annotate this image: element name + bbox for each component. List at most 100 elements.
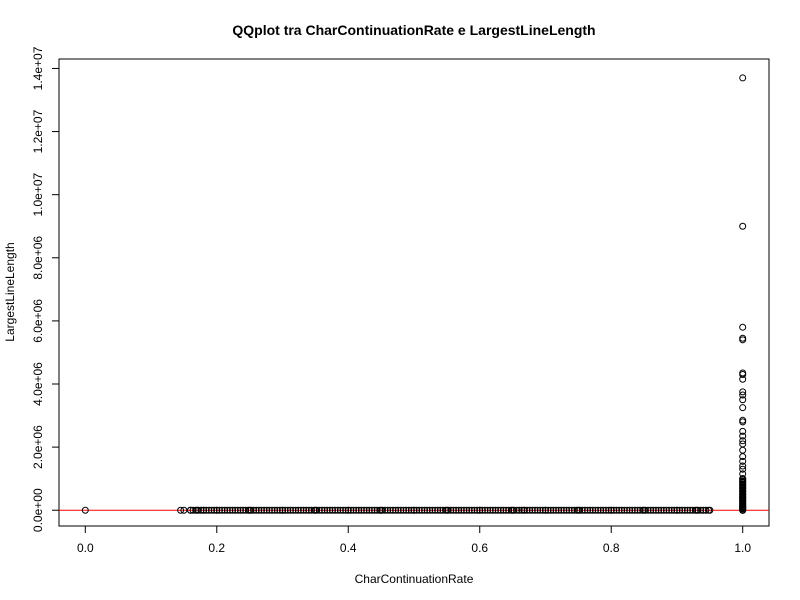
data-point xyxy=(531,506,539,514)
y-tick-label: 2.0e+06 xyxy=(31,425,45,469)
data-point xyxy=(686,506,694,514)
data-point xyxy=(292,506,300,514)
data-point xyxy=(607,506,615,514)
data-point xyxy=(344,506,352,514)
data-point xyxy=(381,506,389,514)
data-point xyxy=(739,446,747,454)
data-point xyxy=(505,506,513,514)
data-point xyxy=(239,506,247,514)
data-point xyxy=(376,506,384,514)
data-point xyxy=(244,506,252,514)
data-point xyxy=(515,506,523,514)
data-point xyxy=(618,506,626,514)
data-point xyxy=(549,506,557,514)
data-point xyxy=(360,506,368,514)
data-point xyxy=(705,506,713,514)
data-point xyxy=(597,506,605,514)
data-point xyxy=(368,506,376,514)
data-point xyxy=(247,506,255,514)
x-tick-label: 0.8 xyxy=(603,541,620,555)
data-point xyxy=(250,506,258,514)
data-point xyxy=(476,506,484,514)
data-point xyxy=(273,506,281,514)
data-point xyxy=(465,506,473,514)
data-point xyxy=(691,506,699,514)
data-point xyxy=(394,506,402,514)
data-point xyxy=(302,506,310,514)
data-point xyxy=(602,506,610,514)
data-point xyxy=(513,506,521,514)
data-point xyxy=(484,506,492,514)
data-point xyxy=(284,506,292,514)
data-point xyxy=(186,506,194,514)
data-point xyxy=(205,506,213,514)
data-point xyxy=(223,506,231,514)
y-tick-label: 0.0e+00 xyxy=(31,488,45,532)
data-point xyxy=(739,404,747,412)
data-point xyxy=(739,391,747,399)
data-point xyxy=(447,506,455,514)
data-point xyxy=(200,506,208,514)
x-tick-label: 0.0 xyxy=(77,541,94,555)
data-point xyxy=(536,506,544,514)
data-point xyxy=(307,506,315,514)
data-point xyxy=(357,506,365,514)
data-point xyxy=(413,506,421,514)
data-point xyxy=(657,506,665,514)
data-point xyxy=(397,506,405,514)
data-point xyxy=(363,506,371,514)
data-point xyxy=(581,506,589,514)
data-point xyxy=(473,506,481,514)
data-point xyxy=(373,506,381,514)
data-point xyxy=(281,506,289,514)
data-point xyxy=(297,506,305,514)
data-point xyxy=(334,506,342,514)
data-point xyxy=(739,457,747,465)
data-point xyxy=(347,506,355,514)
data-point xyxy=(486,506,494,514)
y-axis-label: LargestLineLength xyxy=(3,242,17,341)
data-point xyxy=(578,506,586,514)
data-point xyxy=(384,506,392,514)
data-point xyxy=(418,506,426,514)
data-point xyxy=(586,506,594,514)
data-point xyxy=(260,506,268,514)
data-point xyxy=(389,506,397,514)
data-point xyxy=(641,506,649,514)
x-axis-label: CharContinuationRate xyxy=(355,572,474,586)
data-point xyxy=(507,506,515,514)
data-point xyxy=(350,506,358,514)
data-point xyxy=(639,506,647,514)
data-point xyxy=(279,506,287,514)
data-point xyxy=(541,506,549,514)
y-axis: 0.0e+00 2.0e+06 4.0e+06 6.0e+06 8.0e+06 1.0e+… xyxy=(31,46,59,532)
data-point xyxy=(392,506,400,514)
data-point xyxy=(739,416,747,424)
data-point xyxy=(386,506,394,514)
data-point xyxy=(286,506,294,514)
data-point xyxy=(655,506,663,514)
data-point xyxy=(739,462,747,470)
data-point xyxy=(449,506,457,514)
data-point xyxy=(470,506,478,514)
data-point xyxy=(739,465,747,473)
data-point xyxy=(342,506,350,514)
data-point xyxy=(610,506,618,514)
data-point xyxy=(615,506,623,514)
data-point xyxy=(699,506,707,514)
data-point xyxy=(697,506,705,514)
data-point xyxy=(177,506,185,514)
data-point xyxy=(665,506,673,514)
data-point xyxy=(294,506,302,514)
data-point xyxy=(647,506,655,514)
chart-title: QQplot tra CharContinuationRate e Larges… xyxy=(232,22,595,38)
x-tick-label: 1.0 xyxy=(734,541,751,555)
data-point xyxy=(502,506,510,514)
data-point xyxy=(326,506,334,514)
data-point xyxy=(573,506,581,514)
data-point xyxy=(678,506,686,514)
data-point xyxy=(213,506,221,514)
data-point xyxy=(739,222,747,230)
data-point xyxy=(649,506,657,514)
data-point xyxy=(265,506,273,514)
